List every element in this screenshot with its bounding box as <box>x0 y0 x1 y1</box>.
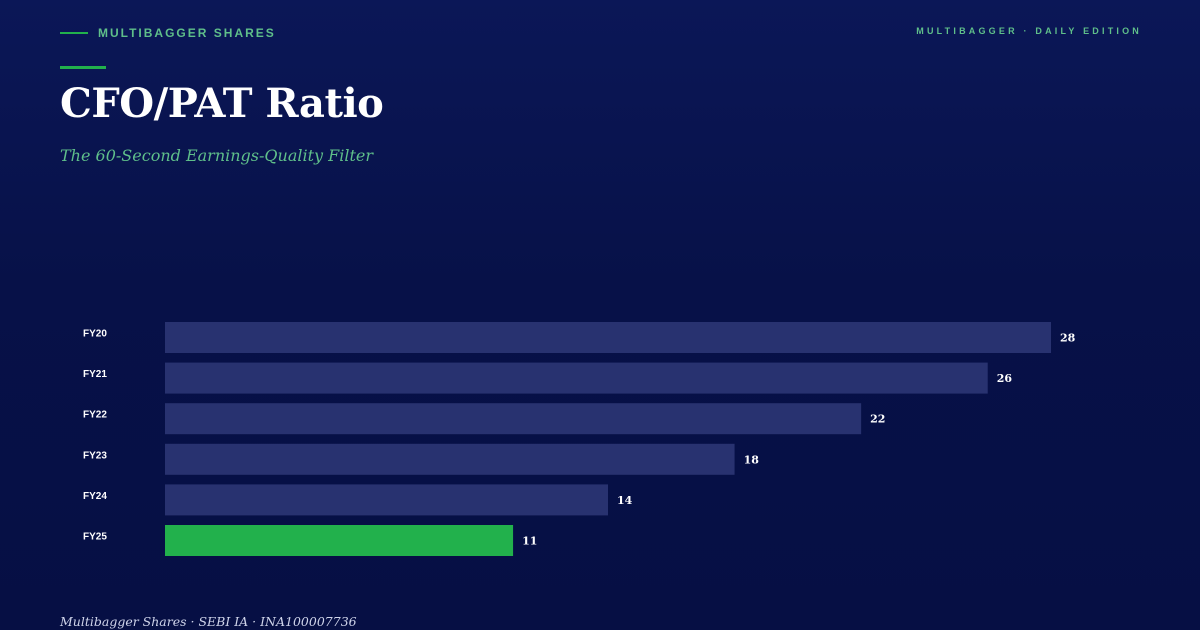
bar-fy20 <box>165 322 1051 353</box>
bar-fy24 <box>165 484 608 516</box>
bar-fy21 <box>165 362 988 394</box>
category-label-fy25: FY25 <box>83 532 107 543</box>
category-label-fy20: FY20 <box>83 329 107 340</box>
bar-fy23 <box>165 443 735 475</box>
brand-header: MULTIBAGGER SHARES <box>60 26 276 40</box>
page-subtitle: The 60-Second Earnings-Quality Filter <box>60 146 374 165</box>
category-label-fy23: FY23 <box>83 450 107 461</box>
category-label-fy22: FY22 <box>83 410 107 421</box>
value-label-fy21: 26 <box>997 372 1013 385</box>
value-label-fy24: 14 <box>617 494 633 507</box>
category-label-fy21: FY21 <box>83 369 107 380</box>
bar-fy22 <box>165 403 862 435</box>
brand-name: MULTIBAGGER SHARES <box>98 26 276 40</box>
edition-label: MULTIBAGGER · DAILY EDITION <box>916 26 1142 36</box>
value-label-fy20: 28 <box>1060 332 1076 345</box>
bar-fy25 <box>165 525 514 556</box>
brand-accent-rule <box>60 32 88 34</box>
title-accent-rule <box>60 66 106 69</box>
value-label-fy23: 18 <box>744 453 760 466</box>
category-label-fy24: FY24 <box>83 491 107 502</box>
value-label-fy25: 11 <box>522 535 537 548</box>
page-title: CFO/PAT Ratio <box>60 80 384 127</box>
value-label-fy22: 22 <box>870 413 885 426</box>
footer-credit: Multibagger Shares · SEBI IA · INA100007… <box>60 614 357 629</box>
